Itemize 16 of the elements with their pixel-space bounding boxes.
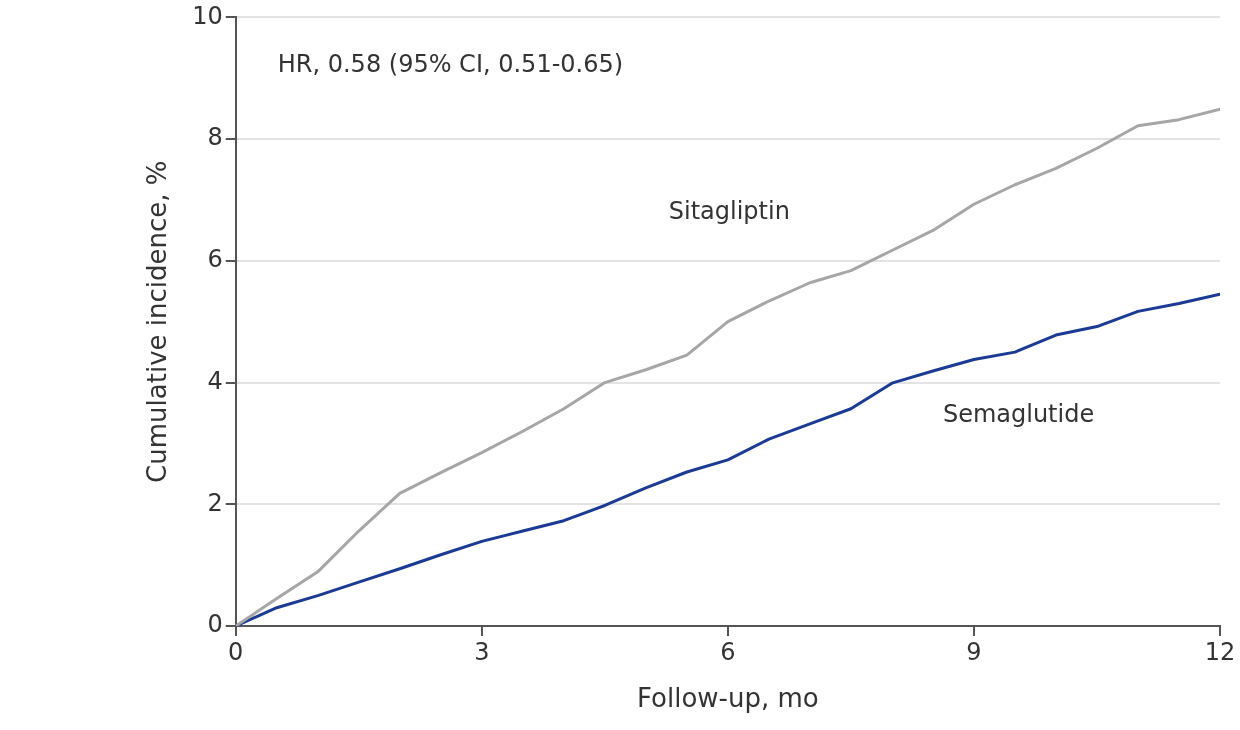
x-tick-label: 3	[474, 637, 490, 666]
y-tick-label: 10	[192, 1, 223, 30]
x-tick-label: 6	[720, 637, 736, 666]
y-tick-label: 6	[207, 245, 223, 274]
text: Sitagliptin	[668, 196, 790, 225]
x-tick-label: 0	[228, 637, 244, 666]
y-tick-label: 4	[207, 366, 223, 395]
y-tick-label: 8	[207, 123, 223, 152]
x-tick-label: 9	[966, 637, 982, 666]
annotation: HR, 0.58 (95% CI, 0.51-0.65)	[277, 49, 624, 78]
series-label: Semaglutide	[942, 400, 1095, 429]
y-axis-title: Cumulative incidence, %	[142, 160, 173, 483]
x-axis-title: Follow-up, mo	[637, 683, 819, 714]
x-tick-label: 12	[1204, 637, 1236, 666]
y-tick-label: 2	[207, 488, 223, 517]
y-tick-label: 0	[207, 610, 223, 639]
